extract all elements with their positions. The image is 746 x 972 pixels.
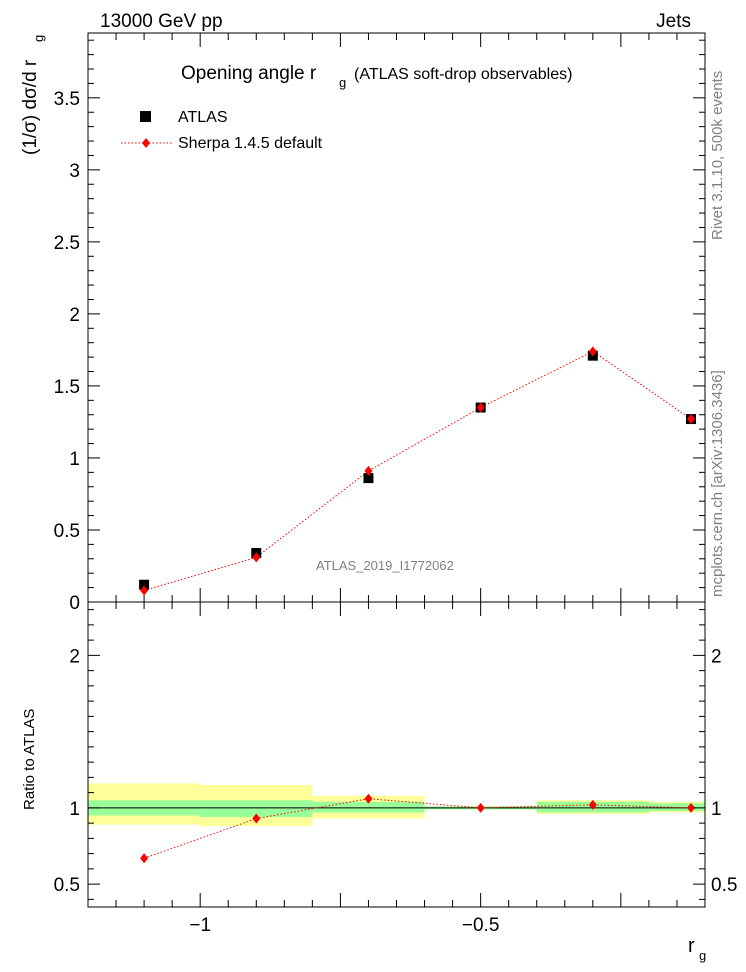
- header-energy: 13000 GeV pp: [100, 11, 223, 32]
- main-panel: 0 0.5 1 1.5 2 2.5 3 3.5 Opening angle r g (ATLA…: [20, 32, 706, 614]
- sherpa-point: [686, 414, 695, 425]
- rivet-label: Rivet 3.1.10, 500k events: [709, 71, 726, 240]
- atlas-point: [139, 579, 150, 590]
- sherpa-ratio-point: [476, 802, 485, 813]
- main-title-text: Opening angle r: [181, 63, 317, 84]
- main-plot-content: [139, 346, 696, 596]
- main-ytick-label: 0.5: [54, 521, 80, 542]
- ratio-frame: [87, 601, 706, 908]
- ratio-panel: 0.5 0.5 1 1 2 2 −1 −0.5 Ratio to ATLAS r g: [21, 601, 737, 963]
- sherpa-ratio-point: [252, 813, 261, 824]
- legend: ATLAS Sherpa 1.4.5 default: [121, 109, 323, 152]
- ratio-ylabel: Ratio to ATLAS: [21, 709, 38, 810]
- legend-sherpa-label: Sherpa 1.4.5 default: [178, 135, 323, 152]
- sherpa-line: [143, 350, 692, 591]
- ratio-xlabel-sub: g: [699, 948, 706, 963]
- ratio-xlabel: r: [688, 935, 695, 957]
- legend-atlas-label: ATLAS: [178, 109, 228, 126]
- sherpa-ratio-line: [143, 798, 691, 859]
- ratio-plot-content: [88, 783, 705, 864]
- ratio-ytick-label-right: 1: [711, 799, 722, 820]
- sherpa-point: [476, 402, 485, 413]
- ratio-xtick-label: −0.5: [462, 915, 500, 936]
- sherpa-ratio-point: [588, 799, 597, 810]
- sherpa-ratio-point: [686, 802, 695, 813]
- main-title: Opening angle r: [181, 63, 317, 84]
- ratio-ticks: 0.5 0.5 1 1 2 2 −1 −0.5: [54, 602, 737, 936]
- atlas-point: [363, 473, 374, 484]
- main-ylabel: (1/σ) dσ/d r: [20, 59, 41, 155]
- main-title-sub: g: [339, 75, 346, 90]
- header-process: Jets: [656, 11, 691, 32]
- legend-atlas-marker: [140, 111, 151, 122]
- sherpa-point: [252, 552, 261, 563]
- ratio-ytick-label: 0.5: [54, 875, 80, 896]
- sherpa-point: [588, 346, 597, 357]
- main-title-rest: (ATLAS soft-drop observables): [354, 66, 572, 83]
- ratio-band-inner: [648, 803, 705, 811]
- ratio-ytick-label: 1: [69, 799, 80, 820]
- ratio-ytick-label-right: 2: [711, 646, 722, 667]
- sherpa-ratio-point: [140, 853, 149, 864]
- ratio-band-inner: [312, 801, 425, 813]
- main-ytick-label: 1.5: [54, 377, 80, 398]
- main-ytick-label: 0: [69, 593, 80, 614]
- sherpa-point: [140, 585, 149, 596]
- mcplots-label: mcplots.cern.ch [arXiv:1306.3436]: [709, 370, 726, 597]
- ratio-ytick-label: 2: [69, 646, 80, 667]
- sherpa-point: [364, 465, 373, 476]
- analysis-watermark: ATLAS_2019_I1772062: [316, 558, 454, 573]
- main-ytick-label: 3: [69, 161, 80, 182]
- ratio-xtick-label: −1: [189, 915, 211, 936]
- main-ytick-label: 1: [69, 449, 80, 470]
- main-ytick-label: 3.5: [54, 89, 80, 110]
- main-ylabel-sub: g: [31, 35, 46, 42]
- main-ytick-label: 2: [69, 305, 80, 326]
- sherpa-ratio-point: [364, 793, 373, 804]
- main-ticks: 0 0.5 1 1.5 2 2.5 3 3.5: [54, 33, 706, 614]
- legend-sherpa-marker: [142, 138, 150, 148]
- ratio-ytick-label-right: 0.5: [711, 875, 737, 896]
- main-ytick-label: 2.5: [54, 233, 80, 254]
- ratio-band-inner: [200, 800, 313, 818]
